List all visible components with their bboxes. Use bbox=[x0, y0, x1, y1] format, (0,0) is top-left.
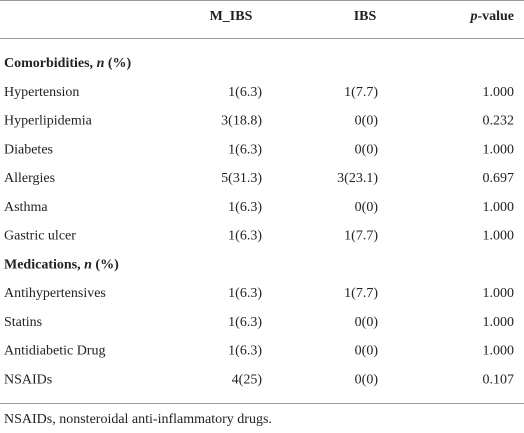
row-label: NSAIDs bbox=[4, 372, 52, 387]
cell: 0(0) bbox=[355, 142, 379, 157]
footnote: NSAIDs, nonsteroidal anti-inflammatory d… bbox=[4, 412, 272, 427]
cell: 1(6.3) bbox=[228, 315, 262, 330]
cell: 1.000 bbox=[483, 344, 515, 359]
cell: 3(18.8) bbox=[221, 114, 262, 129]
section-title: Comorbidities, n (%) bbox=[4, 56, 132, 71]
column-header: IBS bbox=[354, 9, 377, 24]
row-label: Antidiabetic Drug bbox=[4, 344, 105, 359]
cell: 0(0) bbox=[355, 372, 379, 387]
cell: 1(6.3) bbox=[228, 229, 262, 244]
cell: 1.000 bbox=[483, 200, 515, 215]
cell: 0(0) bbox=[355, 315, 379, 330]
row-label: Asthma bbox=[4, 200, 48, 215]
cell: 1(6.3) bbox=[228, 344, 262, 359]
row-label: Statins bbox=[4, 315, 42, 330]
column-header: p-value bbox=[469, 9, 514, 24]
cell: 1(6.3) bbox=[228, 200, 262, 215]
cell: 1(7.7) bbox=[344, 229, 378, 244]
section-italic: n bbox=[84, 257, 92, 272]
cell: 0(0) bbox=[355, 114, 379, 129]
row-label: Allergies bbox=[4, 171, 55, 186]
row-label: Antihypertensives bbox=[4, 286, 106, 301]
cell: 3(23.1) bbox=[337, 171, 378, 186]
cell: 4(25) bbox=[232, 372, 263, 387]
cell: 1.000 bbox=[483, 229, 515, 244]
cell: 5(31.3) bbox=[221, 171, 262, 186]
row-label: Gastric ulcer bbox=[4, 229, 76, 244]
cell: 1.000 bbox=[483, 85, 515, 100]
cell: 1.000 bbox=[483, 142, 515, 157]
cell: 1(6.3) bbox=[228, 85, 262, 100]
header-text: -value bbox=[477, 9, 514, 24]
cell: 0(0) bbox=[355, 344, 379, 359]
cell: 1(7.7) bbox=[344, 286, 378, 301]
section-suffix: (%) bbox=[104, 56, 131, 71]
header-italic: p bbox=[469, 9, 477, 24]
row-label: Diabetes bbox=[4, 142, 53, 157]
section-suffix: (%) bbox=[92, 257, 119, 272]
section-text: Comorbidities, bbox=[4, 56, 97, 71]
cell: 1.000 bbox=[483, 286, 515, 301]
section-text: Medications, bbox=[4, 257, 84, 272]
section-italic: n bbox=[97, 56, 105, 71]
column-header: M_IBS bbox=[210, 9, 253, 24]
section-title: Medications, n (%) bbox=[4, 257, 119, 272]
cell: 0.697 bbox=[483, 171, 515, 186]
cell: 0.232 bbox=[483, 114, 515, 129]
cell: 1.000 bbox=[483, 315, 515, 330]
cell: 0.107 bbox=[483, 372, 515, 387]
cell: 0(0) bbox=[355, 200, 379, 215]
row-label: Hypertension bbox=[4, 85, 79, 100]
row-label: Hyperlipidemia bbox=[4, 114, 93, 129]
cell: 1(6.3) bbox=[228, 142, 262, 157]
cell: 1(6.3) bbox=[228, 286, 262, 301]
cell: 1(7.7) bbox=[344, 85, 378, 100]
